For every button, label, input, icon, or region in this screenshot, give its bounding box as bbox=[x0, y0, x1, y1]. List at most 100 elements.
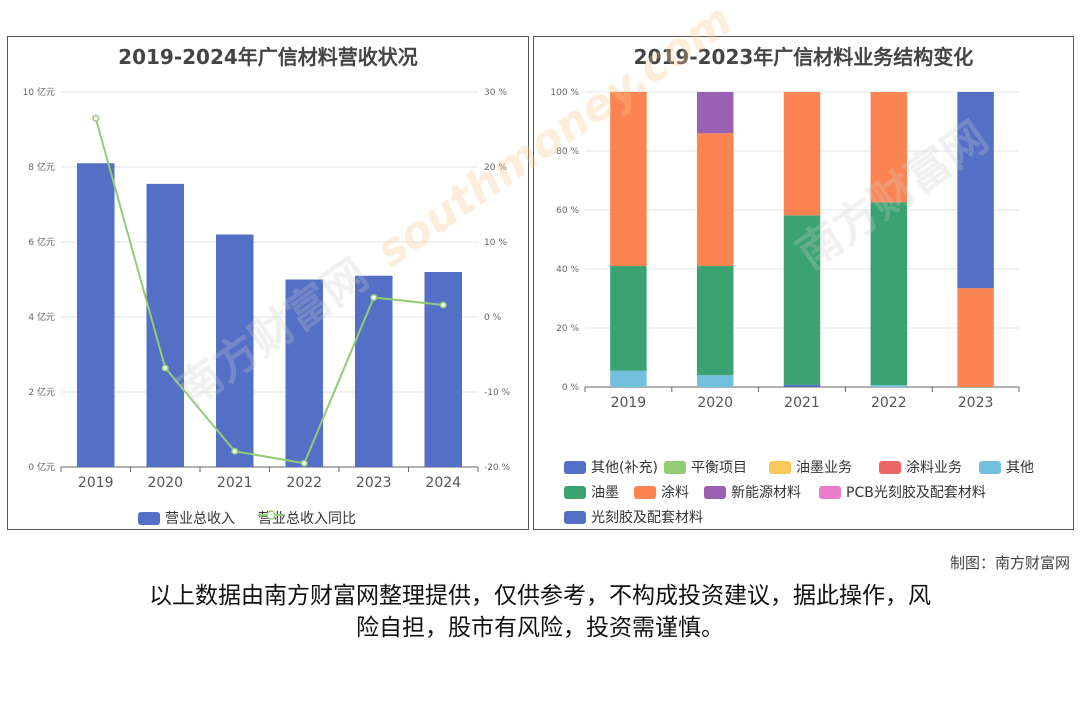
y-tick-label: 60 % bbox=[556, 206, 579, 216]
y-right-tick-label: -20 % bbox=[484, 463, 511, 473]
yoy-point bbox=[231, 447, 239, 455]
structure-chart-svg: 0 % 20 % 40 % 60 % 80 % 100 % 2019 2020 2021 2022… bbox=[550, 88, 1020, 411]
legend-swatch bbox=[564, 460, 586, 474]
yoy-point bbox=[92, 114, 100, 122]
x-tick-label: 2020 bbox=[697, 395, 733, 411]
legend-swatch bbox=[258, 510, 284, 520]
stack-segment bbox=[610, 266, 647, 371]
stack-segment bbox=[870, 202, 908, 386]
stack-segment bbox=[696, 375, 734, 387]
legend-item[interactable]: 新能源材料 bbox=[704, 482, 801, 502]
stack-segment bbox=[610, 92, 647, 267]
legend-label: 涂料业务 bbox=[906, 460, 962, 476]
structure-chart-panel: 2019-2023年广信材料业务结构变化 0 % 20 % 40 % 60 % 80 %… bbox=[533, 36, 1074, 530]
legend-swatch bbox=[979, 460, 1001, 474]
legend-label: 油墨 bbox=[591, 485, 619, 501]
y-left-tick-label: 6 亿元 bbox=[28, 236, 55, 248]
legend-item[interactable]: 油墨 bbox=[564, 482, 619, 502]
legend-label: 光刻胶及配套材料 bbox=[591, 510, 703, 526]
legend-item[interactable]: 光刻胶及配套材料 bbox=[564, 507, 703, 527]
revenue-chart-title: 2019-2024年广信材料营收状况 bbox=[118, 45, 418, 69]
legend-swatch bbox=[138, 511, 160, 525]
revenue-bar bbox=[215, 234, 254, 467]
legend-item[interactable]: 平衡项目 bbox=[664, 457, 747, 477]
legend-swatch bbox=[664, 460, 686, 474]
yoy-line bbox=[94, 117, 444, 465]
stack-segment bbox=[696, 133, 734, 267]
legend-label: PCB光刻胶及配套材料 bbox=[846, 485, 986, 501]
legend-swatch bbox=[564, 485, 586, 499]
y-left-tick-label: 8 亿元 bbox=[28, 161, 55, 173]
legend-label: 涂料 bbox=[661, 485, 689, 501]
legend-label: 其他(补充) bbox=[591, 460, 658, 476]
legend-label: 其他 bbox=[1006, 460, 1034, 476]
revenue-chart-legend: 营业总收入 营业总收入同比 bbox=[8, 507, 528, 529]
revenue-chart-svg: 0 亿元 2 亿元 4 亿元 6 亿元 8 亿元 10 亿元 -20 % -10 % 0 % 10… bbox=[23, 86, 511, 491]
revenue-chart-panel: 2019-2024年广信材料营收状况 0 亿元 2 亿元 4 亿元 6 亿元 8 亿元 1… bbox=[7, 36, 529, 530]
legend-swatch bbox=[769, 460, 791, 474]
legend-label: 新能源材料 bbox=[731, 485, 801, 501]
legend-swatch bbox=[704, 485, 726, 499]
structure-chart-legend: 其他(补充) 平衡项目 油墨业务 涂料业务 其他油墨 涂料 新能源材料 PCB光刻胶及配套材料… bbox=[534, 455, 1073, 531]
x-tick-label: 2023 bbox=[356, 475, 392, 491]
y-right-tick-label: -10 % bbox=[484, 388, 511, 398]
disclaimer-text: 以上数据由南方财富网整理提供，仅供参考，不构成投资建议，据此操作，风 险自担，股… bbox=[60, 580, 1020, 644]
yoy-point bbox=[161, 364, 169, 372]
x-tick-label: 2024 bbox=[425, 475, 461, 491]
x-tick-label: 2019 bbox=[611, 395, 647, 411]
legend-item[interactable]: 涂料 bbox=[634, 482, 689, 502]
x-tick-label: 2021 bbox=[784, 395, 820, 411]
stack-segment bbox=[696, 266, 734, 376]
stack-segment bbox=[957, 92, 994, 289]
y-left-tick-label: 0 亿元 bbox=[28, 461, 55, 473]
disclaimer-line-1: 以上数据由南方财富网整理提供，仅供参考，不构成投资建议，据此操作，风 bbox=[149, 583, 931, 609]
y-tick-label: 40 % bbox=[556, 265, 579, 275]
legend-label: 平衡项目 bbox=[691, 460, 747, 476]
x-tick-label: 2022 bbox=[871, 395, 907, 411]
y-right-tick-label: 10 % bbox=[484, 238, 507, 248]
y-tick-label: 100 % bbox=[550, 88, 579, 98]
chart-credit: 制图：南方财富网 bbox=[949, 554, 1070, 572]
stack-segment bbox=[783, 215, 821, 385]
y-left-tick-label: 10 亿元 bbox=[23, 86, 55, 98]
y-right-tick-label: 0 % bbox=[484, 313, 502, 323]
stack-segment bbox=[957, 288, 994, 387]
revenue-bar bbox=[76, 163, 115, 467]
yoy-point bbox=[370, 293, 378, 302]
y-left-tick-label: 2 亿元 bbox=[28, 386, 55, 398]
revenue-bar bbox=[285, 279, 324, 467]
stack-segment bbox=[696, 92, 734, 134]
x-tick-label: 2022 bbox=[286, 475, 322, 491]
legend-label: 油墨业务 bbox=[796, 460, 852, 476]
legend-item[interactable]: 涂料业务 bbox=[879, 457, 962, 477]
structure-chart-title: 2019-2023年广信材料业务结构变化 bbox=[633, 45, 974, 69]
stack-segment bbox=[870, 92, 908, 203]
legend-swatch bbox=[564, 510, 586, 524]
revenue-bar bbox=[146, 183, 185, 467]
stack-segment bbox=[783, 92, 821, 216]
y-right-tick-label: 20 % bbox=[484, 163, 507, 173]
y-right-tick-label: 30 % bbox=[484, 88, 507, 98]
x-tick-label: 2020 bbox=[147, 475, 183, 491]
y-tick-label: 80 % bbox=[556, 147, 579, 157]
legend-item[interactable]: PCB光刻胶及配套材料 bbox=[819, 482, 986, 502]
disclaimer-line-2: 险自担，股市有风险，投资需谨慎。 bbox=[356, 615, 724, 641]
yoy-point bbox=[439, 301, 447, 309]
y-left-tick-label: 4 亿元 bbox=[28, 311, 55, 323]
legend-swatch bbox=[634, 485, 656, 499]
legend-swatch-marker bbox=[266, 510, 276, 520]
revenue-bar bbox=[354, 275, 393, 467]
legend-item[interactable]: 营业总收入同比 bbox=[258, 508, 356, 528]
legend-item[interactable]: 油墨业务 bbox=[769, 457, 852, 477]
x-tick-label: 2023 bbox=[958, 395, 994, 411]
legend-swatch bbox=[819, 485, 841, 499]
stack-segment bbox=[610, 370, 647, 387]
revenue-bar bbox=[424, 272, 463, 467]
legend-item[interactable]: 营业总收入 bbox=[138, 508, 235, 528]
legend-label: 营业总收入 bbox=[165, 511, 235, 527]
legend-swatch bbox=[879, 460, 901, 474]
y-tick-label: 0 % bbox=[562, 383, 580, 393]
legend-item[interactable]: 其他(补充) bbox=[564, 457, 658, 477]
y-tick-label: 20 % bbox=[556, 324, 579, 334]
legend-item[interactable]: 其他 bbox=[979, 457, 1034, 477]
